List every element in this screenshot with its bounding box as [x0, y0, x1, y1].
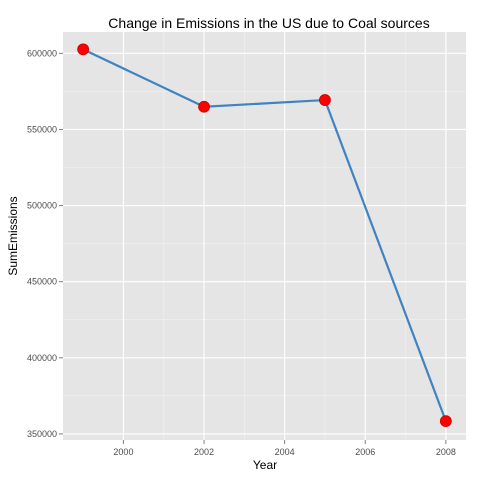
y-tick-label: 350000: [27, 429, 57, 439]
x-axis-ticks: 2000 2002 2004 2006 2008: [113, 440, 456, 457]
data-point: [439, 415, 452, 428]
x-tick-label: 2000: [113, 447, 133, 457]
x-tick-label: 2006: [355, 447, 375, 457]
y-tick-label: 450000: [27, 277, 57, 287]
x-axis-title: Year: [253, 458, 277, 472]
series-points: [77, 43, 452, 428]
y-axis-title: SumEmissions: [6, 196, 20, 275]
x-tick-label: 2008: [436, 447, 456, 457]
y-axis-ticks: 350000 400000 450000 500000 550000 600000: [27, 48, 63, 439]
plot-panel: [63, 32, 466, 440]
data-point: [198, 100, 210, 113]
y-tick-label: 600000: [27, 48, 57, 58]
series-lines: [82, 48, 447, 422]
grid-major: [63, 32, 466, 440]
data-point: [319, 94, 331, 106]
y-tick-label: 500000: [27, 201, 57, 211]
x-tick-label: 2002: [194, 447, 214, 457]
series-line: [82, 48, 447, 422]
y-tick-label: 550000: [27, 124, 57, 134]
chart-title: Change in Emissions in the US due to Coa…: [108, 15, 429, 31]
y-tick-label: 400000: [27, 353, 57, 363]
data-point: [77, 43, 90, 56]
x-tick-label: 2004: [275, 447, 295, 457]
